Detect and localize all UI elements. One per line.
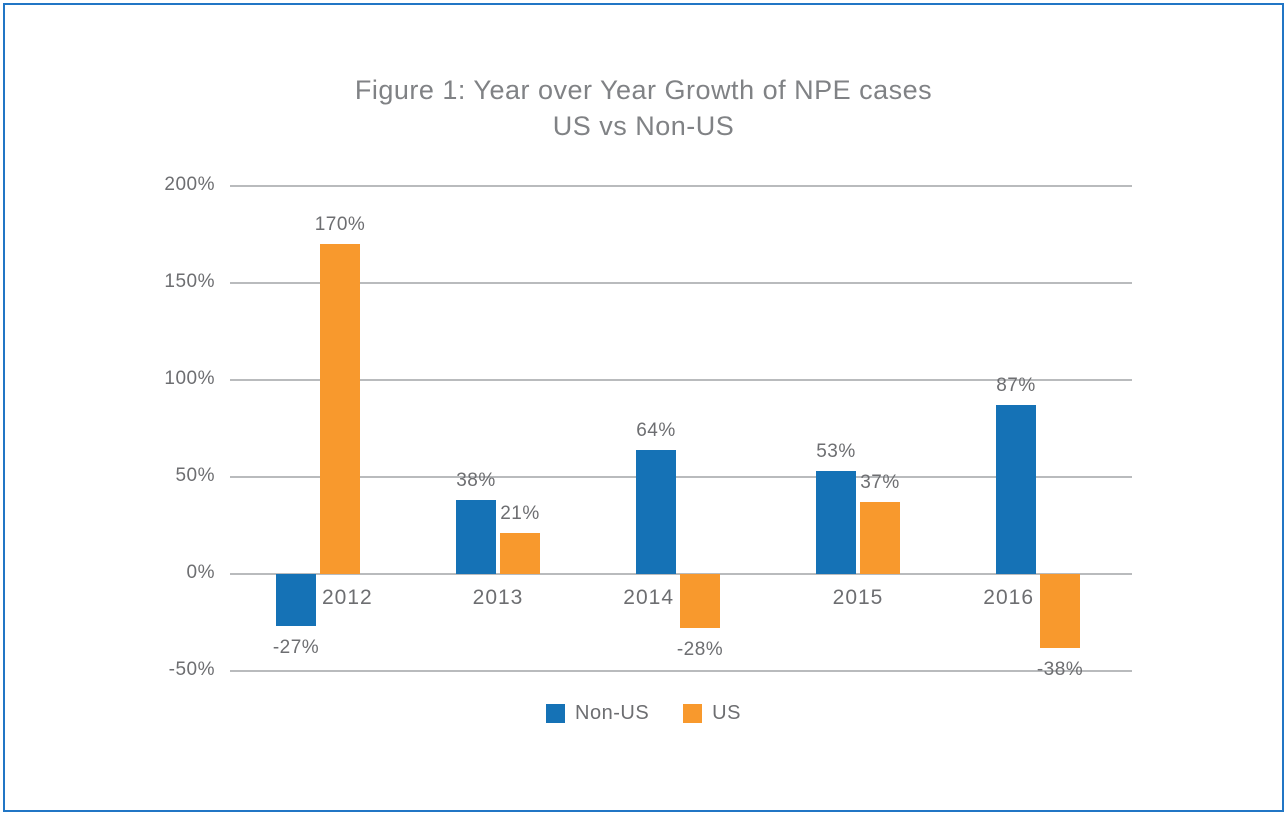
legend-swatch-icon bbox=[546, 704, 566, 723]
y-axis-tick-label-150: 150% bbox=[164, 271, 215, 292]
plot-area: 200% 150% 100% 50% 0% -50% -27% 170% 2012 38% 21% 2… bbox=[164, 174, 1132, 694]
bar-value-label-non-us-2013: 38% bbox=[456, 470, 496, 492]
bar-non-us-2014 bbox=[636, 449, 676, 574]
chart-title-line2: US vs Non-US bbox=[552, 111, 735, 141]
bar-non-us-2012 bbox=[276, 574, 316, 627]
x-axis-year-label-2013: 2013 bbox=[472, 586, 524, 609]
chart-title: Figure 1: Year over Year Growth of NPE c… bbox=[0, 72, 1287, 144]
bar-value-label-non-us-2014: 64% bbox=[636, 419, 676, 441]
legend-swatch-icon bbox=[683, 704, 703, 723]
legend: Non-US US bbox=[0, 702, 1287, 725]
bar-value-label-non-us-2015: 53% bbox=[816, 441, 856, 463]
bar-us-2014 bbox=[680, 574, 720, 629]
bar-us-2012 bbox=[320, 244, 360, 574]
bar-value-label-non-us-2016: 87% bbox=[996, 375, 1036, 397]
y-axis-tick-label--50: -50% bbox=[168, 659, 215, 680]
y-axis-tick-label-200: 200% bbox=[164, 174, 215, 195]
bar-value-label-us-2015: 37% bbox=[860, 472, 900, 494]
y-axis-tick-label-50: 50% bbox=[175, 465, 215, 486]
chart-title-line1: Figure 1: Year over Year Growth of NPE c… bbox=[354, 75, 933, 105]
y-axis-tick-label-0: 0% bbox=[186, 562, 215, 583]
x-axis-year-label-2014: 2014 bbox=[623, 586, 674, 609]
gridline-100 bbox=[230, 379, 1132, 381]
legend-item-non-us: Non-US bbox=[546, 702, 649, 725]
bar-us-2016 bbox=[1040, 574, 1080, 648]
gridline--50 bbox=[230, 670, 1132, 672]
bar-value-label-us-2016: -38% bbox=[1036, 658, 1084, 680]
bar-us-2015 bbox=[860, 502, 900, 574]
gridline-200 bbox=[230, 185, 1132, 187]
legend-label: Non-US bbox=[575, 702, 650, 724]
bar-value-label-us-2012: 170% bbox=[314, 214, 366, 236]
x-axis-year-label-2016: 2016 bbox=[983, 586, 1034, 609]
bar-non-us-2013 bbox=[456, 500, 496, 574]
bar-non-us-2015 bbox=[816, 471, 856, 574]
legend-label: US bbox=[712, 702, 741, 724]
bar-non-us-2016 bbox=[996, 405, 1036, 574]
bar-value-label-non-us-2012: -27% bbox=[272, 637, 320, 659]
y-axis-tick-label-100: 100% bbox=[164, 368, 215, 389]
gridline-50 bbox=[230, 476, 1132, 478]
gridline-150 bbox=[230, 282, 1132, 284]
x-axis-year-label-2015: 2015 bbox=[832, 586, 884, 609]
legend-item-us: US bbox=[683, 702, 741, 725]
bar-us-2013 bbox=[500, 533, 540, 574]
bar-value-label-us-2013: 21% bbox=[500, 503, 540, 525]
bar-value-label-us-2014: -28% bbox=[676, 639, 724, 661]
x-axis-year-label-2012: 2012 bbox=[322, 586, 373, 609]
